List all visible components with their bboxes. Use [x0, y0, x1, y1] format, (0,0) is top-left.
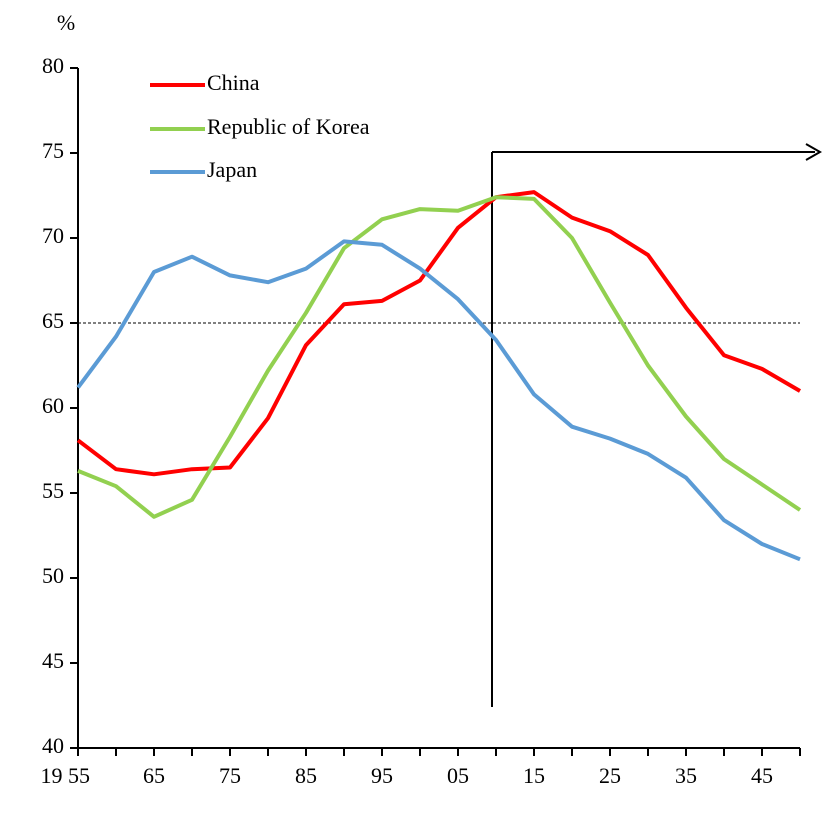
x-tick-label: 25 — [599, 763, 621, 788]
y-tick-label: 45 — [42, 648, 64, 673]
legend-label: Japan — [207, 157, 257, 182]
y-tick-label: 55 — [42, 478, 64, 503]
x-tick-label: 45 — [751, 763, 773, 788]
y-tick-label: 70 — [42, 223, 64, 248]
y-tick-label: 80 — [42, 53, 64, 78]
series-line — [77, 195, 802, 519]
series-line — [76, 190, 802, 477]
x-tick-label: 05 — [447, 763, 469, 788]
y-tick-label: 40 — [42, 733, 64, 758]
x-tick-label: 65 — [143, 763, 165, 788]
legend-label: China — [207, 70, 260, 95]
x-tick-label: 15 — [523, 763, 545, 788]
y-tick-label: 50 — [42, 563, 64, 588]
legend-label: Republic of Korea — [207, 114, 370, 139]
x-tick-label: 35 — [675, 763, 697, 788]
y-tick-label: 60 — [42, 393, 64, 418]
y-axis-label: % — [57, 10, 75, 35]
y-tick-label: 65 — [42, 308, 64, 333]
x-tick-label: 95 — [371, 763, 393, 788]
x-tick-label: 75 — [219, 763, 241, 788]
series-line — [76, 239, 801, 562]
x-tick-label: 19 55 — [41, 763, 91, 788]
x-tick-label: 85 — [295, 763, 317, 788]
arrow-head — [805, 143, 823, 161]
y-tick-label: 75 — [42, 138, 64, 163]
